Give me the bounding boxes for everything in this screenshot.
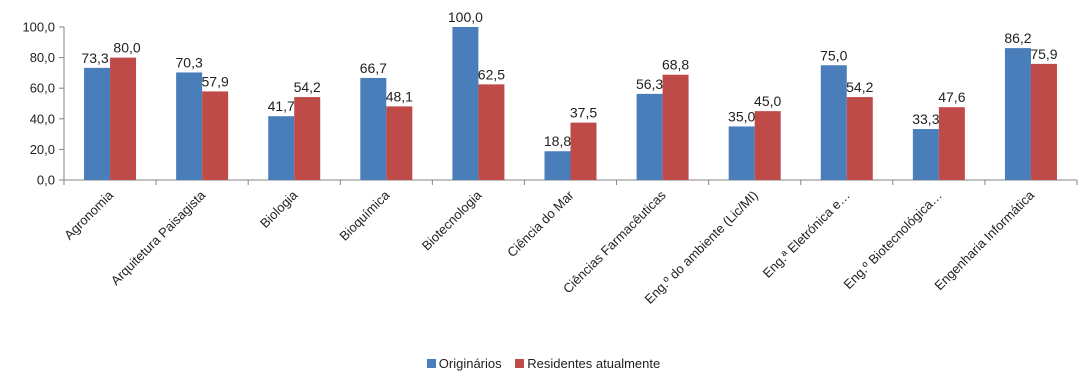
legend-swatch-residentes (515, 359, 525, 368)
data-label: 37,5 (570, 105, 597, 121)
bar (912, 129, 939, 180)
bar (452, 27, 479, 180)
y-tick-label: 80,0 (30, 50, 55, 65)
data-label: 70,3 (176, 54, 203, 70)
legend: Originários Residentes atualmente (0, 356, 1087, 371)
category-label: Biologia (257, 187, 301, 231)
y-tick-label: 20,0 (30, 142, 55, 157)
data-label: 54,2 (846, 79, 873, 95)
bar (360, 77, 387, 180)
bar (202, 91, 229, 180)
bar (294, 97, 321, 180)
bar (662, 74, 689, 180)
data-label: 80,0 (113, 40, 140, 56)
data-label: 57,9 (202, 73, 229, 89)
data-label: 86,2 (1004, 30, 1031, 46)
data-label: 68,8 (662, 57, 689, 73)
y-tick-label: 0,0 (37, 173, 55, 188)
bar (544, 151, 571, 180)
data-label: 75,9 (1030, 46, 1057, 62)
data-label: 100,0 (448, 9, 483, 25)
category-label: Ciência do Mar (504, 187, 577, 260)
data-label: 73,3 (81, 50, 108, 66)
y-tick-label: 40,0 (30, 111, 55, 126)
bar (846, 97, 873, 180)
data-label: 56,3 (636, 76, 663, 92)
data-label: 66,7 (360, 60, 387, 76)
data-label: 18,8 (544, 133, 571, 149)
category-label: Ciências Farmacêuticas (560, 187, 669, 296)
data-label: 48,1 (386, 88, 413, 104)
category-label: Agronomia (61, 187, 117, 243)
bar (570, 122, 597, 180)
y-tick-label: 60,0 (30, 81, 55, 96)
data-label: 62,5 (478, 66, 505, 82)
bar (84, 67, 111, 180)
data-label: 47,6 (938, 89, 965, 105)
legend-item-originarios: Originários (426, 356, 502, 371)
legend-label-originarios: Originários (438, 356, 502, 371)
category-label: Bioquímica (336, 187, 393, 244)
data-label: 54,2 (294, 79, 321, 95)
bar (636, 93, 663, 180)
bar (110, 57, 137, 180)
category-label: Eng.ª Eletrónica e… (760, 188, 853, 281)
legend-swatch-originarios (426, 359, 436, 368)
data-label: 75,0 (820, 47, 847, 63)
y-tick-label: 100,0 (22, 20, 55, 35)
data-label: 33,3 (912, 111, 939, 127)
legend-label-residentes: Residentes atualmente (527, 356, 661, 371)
data-labels: 73,3 70,3 41,7 66,7 100,0 18,8 56,3 35,0 75,0 33,… (81, 9, 1057, 149)
bar (820, 65, 847, 180)
bars (84, 27, 1057, 180)
bar (386, 106, 413, 180)
category-label: Arquitetura Paisagista (108, 187, 209, 288)
bar (478, 84, 505, 180)
category-label: Engenharia Informática (931, 187, 1037, 293)
bar (728, 126, 755, 180)
data-label: 41,7 (268, 98, 295, 114)
bar (754, 111, 781, 180)
data-label: 45,0 (754, 93, 781, 109)
category-label: Biotecnologia (419, 187, 485, 253)
bar (1004, 48, 1031, 180)
bar (268, 116, 295, 180)
axes: 0,0 20,0 40,0 60,0 80,0 100,0 (22, 20, 1078, 188)
data-label: 35,0 (728, 108, 755, 124)
bar (1030, 63, 1057, 180)
bar (938, 107, 965, 180)
category-label: Eng.º Biotecnológica… (841, 188, 945, 292)
bar (176, 72, 203, 180)
legend-item-residentes: Residentes atualmente (515, 356, 660, 371)
